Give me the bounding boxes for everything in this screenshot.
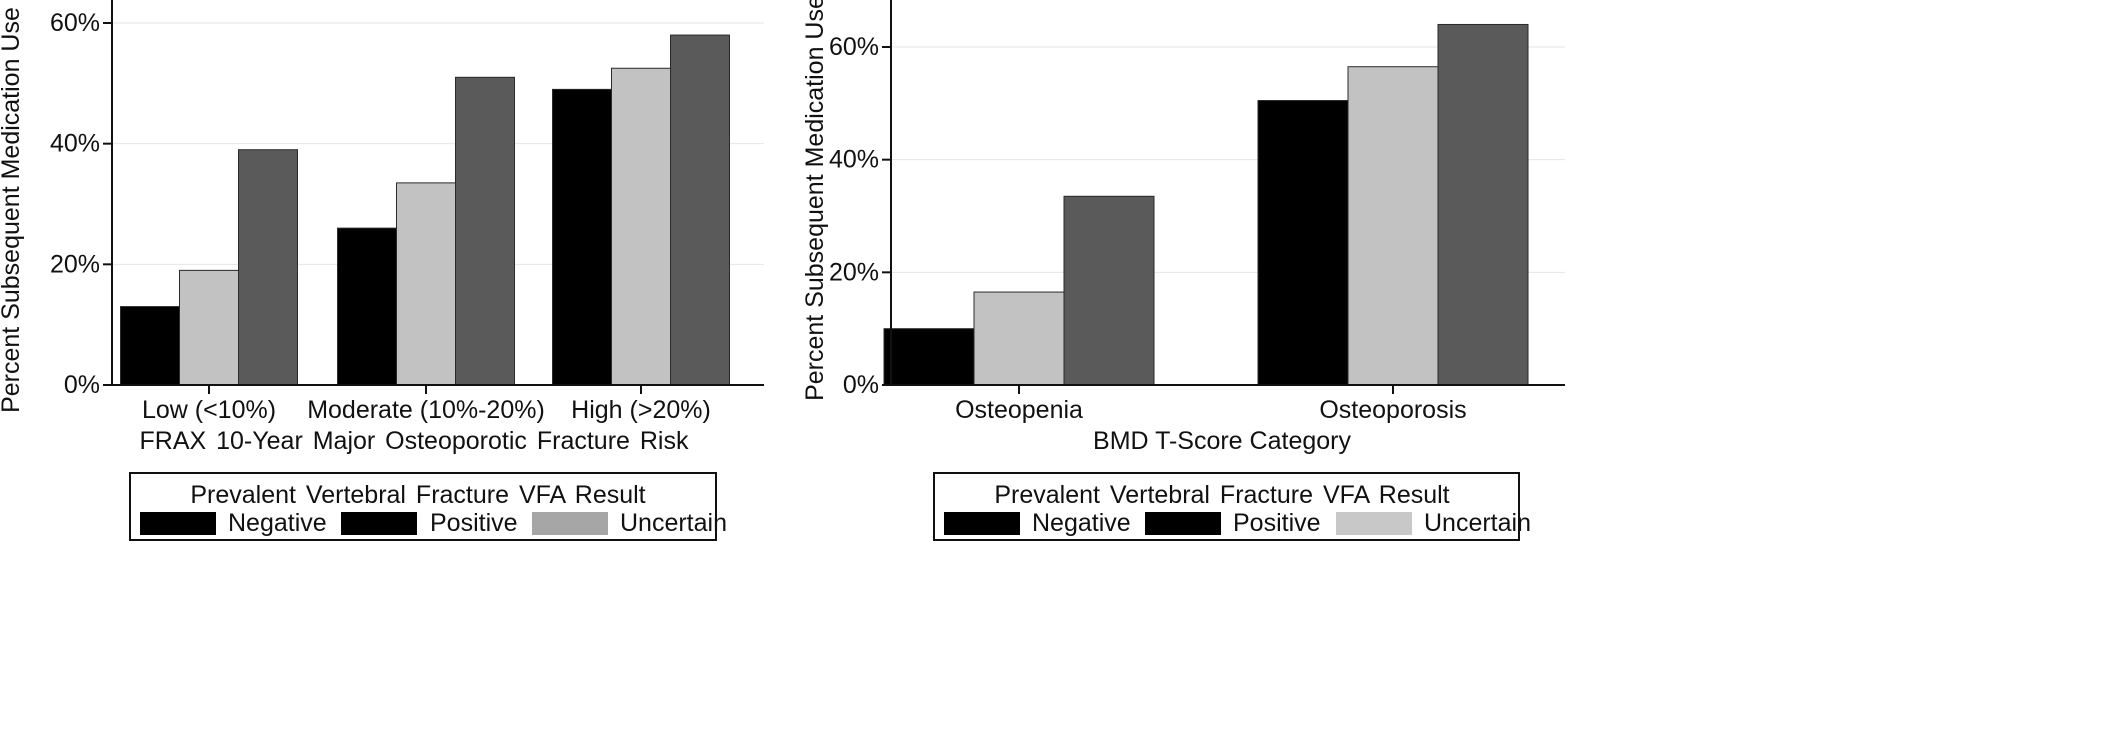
left-y-tick-label: 20% xyxy=(50,250,100,278)
left-legend: Prevalent Vertebral Fracture VFA Result … xyxy=(129,472,727,541)
right-bar-osteoporosis-negative xyxy=(1257,100,1349,386)
left-bar-moderate-10-20-positive xyxy=(455,76,515,386)
left-bar-low-10-negative xyxy=(120,306,180,386)
left-legend-box xyxy=(129,472,717,541)
left-bar-high-20-negative xyxy=(552,88,612,386)
left-y-tick-label: 40% xyxy=(50,130,100,158)
right-y-ticks: 0% 20% 40% 60% xyxy=(829,33,891,399)
right-legend-label-negative: Negative xyxy=(1032,509,1131,537)
right-y-tick-label: 0% xyxy=(843,371,879,399)
left-legend-label-positive: Positive xyxy=(430,509,518,537)
right-legend-swatch-positive xyxy=(1145,512,1221,535)
left-y-tick-label: 0% xyxy=(64,371,100,399)
right-legend-box xyxy=(933,472,1520,541)
left-x-ticks: Low (<10%) Moderate (10%-20%) High (>20%) xyxy=(142,385,711,424)
right-legend-label-positive: Positive xyxy=(1233,509,1321,537)
right-x-ticks: Osteopenia Osteoporosis xyxy=(955,385,1467,424)
left-legend-title: Prevalent Vertebral Fracture VFA Result xyxy=(190,481,645,509)
left-y-ticks: 0% 20% 40% 60% xyxy=(50,9,112,399)
right-bar-osteopenia-uncertain xyxy=(973,291,1065,386)
left-chart-panel: Percent Subsequent Medication Use 0% 20% 4… xyxy=(0,0,764,541)
right-bar-osteopenia-positive xyxy=(1063,195,1155,386)
left-x-tick-label: Moderate (10%-20%) xyxy=(307,396,545,424)
left-legend-swatch-positive xyxy=(341,512,417,535)
right-legend-label-uncertain: Uncertain xyxy=(1424,509,1531,537)
left-x-tick-label: Low (<10%) xyxy=(142,396,276,424)
left-bar-low-10-uncertain xyxy=(179,269,239,386)
left-legend-swatch-uncertain xyxy=(532,512,608,535)
right-legend-title: Prevalent Vertebral Fracture VFA Result xyxy=(994,481,1449,509)
right-y-tick-label: 40% xyxy=(829,146,879,174)
left-legend-label-uncertain: Uncertain xyxy=(620,509,727,537)
left-bars xyxy=(120,34,730,386)
right-chart-panel: Percent Subsequent Medication Use 0% 20% 4… xyxy=(801,0,1565,541)
right-bars xyxy=(883,23,1529,386)
right-legend: Prevalent Vertebral Fracture VFA Result … xyxy=(933,472,1531,541)
right-bar-osteoporosis-positive xyxy=(1437,23,1529,386)
left-x-tick-label: High (>20%) xyxy=(571,396,711,424)
left-bar-low-10-positive xyxy=(238,149,298,386)
right-y-tick-label: 60% xyxy=(829,33,879,61)
left-bar-moderate-10-20-negative xyxy=(337,227,397,386)
left-legend-swatch-negative xyxy=(140,512,216,535)
right-bar-osteoporosis-uncertain xyxy=(1347,66,1439,386)
right-y-axis-label: Percent Subsequent Medication Use xyxy=(801,0,829,401)
right-x-tick-label: Osteoporosis xyxy=(1319,396,1466,424)
left-y-axis-label: Percent Subsequent Medication Use xyxy=(0,7,25,413)
left-bar-high-20-uncertain xyxy=(611,67,671,386)
right-legend-swatch-negative xyxy=(944,512,1020,535)
right-y-tick-label: 20% xyxy=(829,258,879,286)
left-y-tick-label: 60% xyxy=(50,9,100,37)
right-x-tick-label: Osteopenia xyxy=(955,396,1083,424)
left-x-axis-label: FRAX 10-Year Major Osteoporotic Fracture… xyxy=(140,427,689,455)
left-bar-high-20-positive xyxy=(670,34,730,386)
right-legend-swatch-uncertain xyxy=(1336,512,1412,535)
right-bar-osteopenia-negative xyxy=(883,328,975,386)
right-x-axis-label: BMD T-Score Category xyxy=(1093,427,1351,455)
left-bar-moderate-10-20-uncertain xyxy=(396,182,456,386)
left-legend-label-negative: Negative xyxy=(228,509,327,537)
